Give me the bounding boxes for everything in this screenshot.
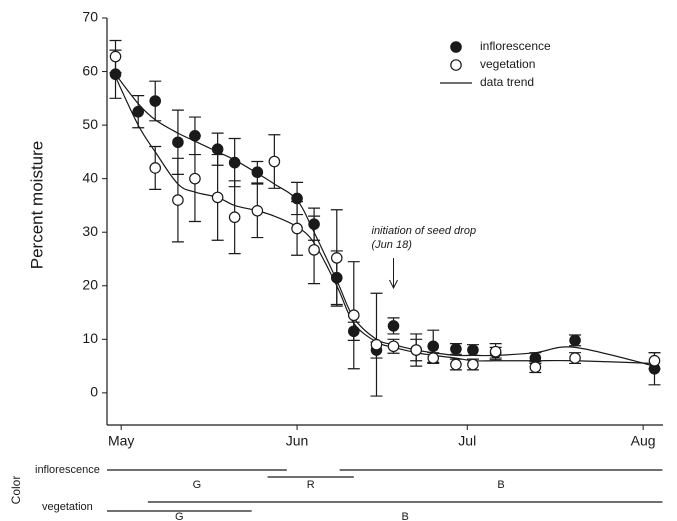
point — [370, 338, 383, 351]
point — [211, 191, 224, 204]
color-row-label: vegetation — [42, 501, 93, 513]
stage-label: R — [307, 479, 315, 491]
legend-label: vegetation — [480, 57, 535, 71]
color-panel-title: Color — [9, 476, 23, 505]
point — [569, 352, 581, 364]
trend-line — [115, 73, 655, 367]
annotation: initiation of seed drop — [372, 225, 477, 237]
legend-label: data trend — [480, 75, 534, 89]
point — [308, 244, 320, 256]
point — [427, 352, 440, 364]
y-tick-label: 40 — [82, 169, 98, 185]
point — [467, 358, 479, 371]
y-axis-label: Percent moisture — [27, 141, 46, 270]
point — [489, 345, 502, 358]
legend-marker — [450, 59, 462, 71]
x-tick-label: May — [108, 433, 134, 449]
legend-label: inflorescence — [480, 39, 551, 53]
point — [172, 194, 184, 206]
point — [211, 143, 224, 156]
point — [132, 105, 145, 118]
stage-label: G — [193, 479, 202, 491]
point — [228, 211, 241, 224]
point — [427, 340, 440, 353]
stage-label: G — [175, 511, 184, 521]
point — [149, 162, 162, 174]
annotation: (Jun 18) — [372, 239, 413, 251]
point — [149, 95, 162, 107]
y-tick-label: 20 — [82, 276, 98, 292]
point — [347, 309, 360, 322]
point — [450, 343, 462, 355]
point — [569, 334, 581, 347]
point — [387, 340, 400, 353]
y-tick-label: 50 — [82, 116, 98, 132]
point — [529, 361, 542, 373]
point — [291, 222, 303, 235]
point — [251, 166, 264, 179]
point — [450, 358, 462, 371]
point — [189, 172, 201, 185]
x-tick-label: Jun — [286, 433, 309, 449]
point — [410, 344, 423, 356]
point — [251, 204, 264, 217]
point — [387, 320, 400, 332]
trend-line — [114, 76, 655, 365]
y-tick-label: 60 — [82, 62, 98, 78]
x-tick-label: Jul — [458, 433, 476, 449]
color-row-label: inflorescence — [35, 464, 100, 476]
stage-label: B — [497, 479, 504, 491]
y-tick-label: 70 — [82, 9, 98, 25]
point — [109, 50, 122, 63]
point — [228, 156, 241, 169]
y-tick-label: 0 — [90, 384, 98, 400]
y-tick-label: 10 — [82, 330, 98, 346]
point — [467, 344, 479, 356]
point — [648, 354, 661, 367]
x-tick-label: Aug — [631, 433, 656, 449]
annotation-arrow — [389, 258, 398, 290]
point — [268, 155, 281, 168]
stage-label: B — [401, 511, 408, 521]
y-tick-label: 30 — [82, 223, 98, 239]
legend-marker — [450, 41, 462, 53]
point — [172, 136, 184, 149]
point — [330, 252, 343, 264]
